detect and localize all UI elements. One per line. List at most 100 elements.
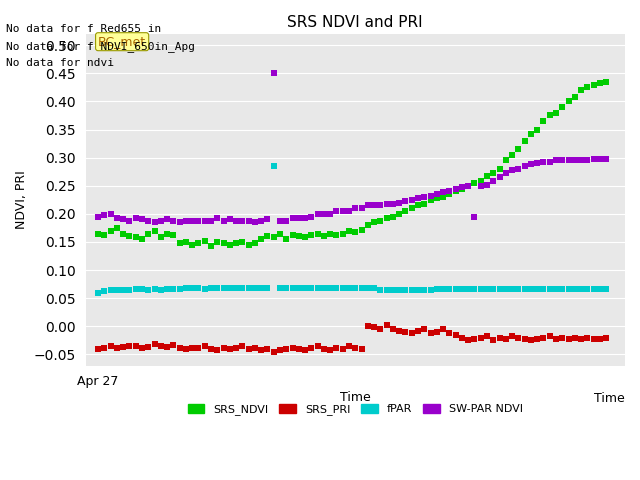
Point [225,241,235,249]
Point [369,202,380,209]
Point [243,217,253,225]
Point [149,340,159,348]
Point [206,284,216,292]
Point [532,126,542,133]
Point [401,207,411,215]
Point [306,231,316,239]
Point [520,137,530,144]
Point [500,335,511,343]
Point [294,232,304,240]
Point [406,196,417,204]
Point [551,285,561,293]
Point [419,286,429,294]
Point [476,334,486,341]
Point [250,218,260,226]
Point [363,284,373,292]
Point [350,228,360,236]
Point [451,185,461,192]
Point [381,321,392,329]
Point [444,188,454,195]
Point [582,84,593,91]
Point [375,286,385,294]
Point [306,344,316,351]
Point [187,284,197,292]
Point [451,285,461,293]
Point [143,217,154,225]
Point [337,229,348,237]
Point [262,232,273,240]
X-axis label: Time: Time [340,391,371,404]
Point [99,231,109,239]
Point [426,196,436,204]
Point [457,334,467,341]
Point [401,198,411,205]
Point [143,343,154,350]
Point [231,217,241,225]
Point [337,284,348,292]
Point [137,344,147,351]
Point [93,229,103,237]
Point [337,345,348,353]
Point [500,156,511,164]
Point [488,285,499,293]
Point [444,191,454,198]
Point [413,327,423,335]
Point [231,284,241,292]
Point [312,284,323,292]
Point [200,217,210,225]
Point [143,229,154,237]
Point [162,343,172,350]
Point [325,229,335,237]
Point [237,217,248,225]
Point [256,346,266,354]
Point [156,217,166,225]
Point [162,216,172,223]
Point [175,344,185,351]
Point [369,284,380,292]
Point [206,217,216,225]
Point [507,333,517,340]
Point [601,334,611,341]
Point [149,227,159,235]
Point [225,216,235,223]
Point [175,239,185,247]
Point [369,324,380,331]
Point [212,215,222,222]
Point [106,287,116,294]
Point [582,156,593,164]
Point [162,285,172,293]
Point [381,200,392,207]
Point [557,334,568,341]
Point [589,335,599,343]
Point [200,285,210,292]
Point [369,218,380,226]
Point [193,217,204,225]
Point [319,210,329,218]
Point [570,285,580,293]
Point [363,202,373,209]
Point [275,284,285,292]
Point [106,342,116,350]
Point [269,348,279,355]
Point [513,145,524,153]
Point [168,285,179,293]
Point [99,344,109,351]
Point [281,284,291,292]
Point [520,162,530,170]
Point [488,336,499,344]
Point [457,183,467,191]
Point [337,207,348,215]
Point [269,234,279,241]
Point [463,336,474,344]
Point [225,345,235,353]
Point [363,221,373,229]
Point [406,286,417,294]
Point [545,158,555,166]
Point [243,345,253,353]
Point [589,155,599,163]
Point [432,191,442,198]
Point [513,165,524,173]
Point [212,284,222,292]
Point [413,194,423,202]
Point [513,285,524,293]
